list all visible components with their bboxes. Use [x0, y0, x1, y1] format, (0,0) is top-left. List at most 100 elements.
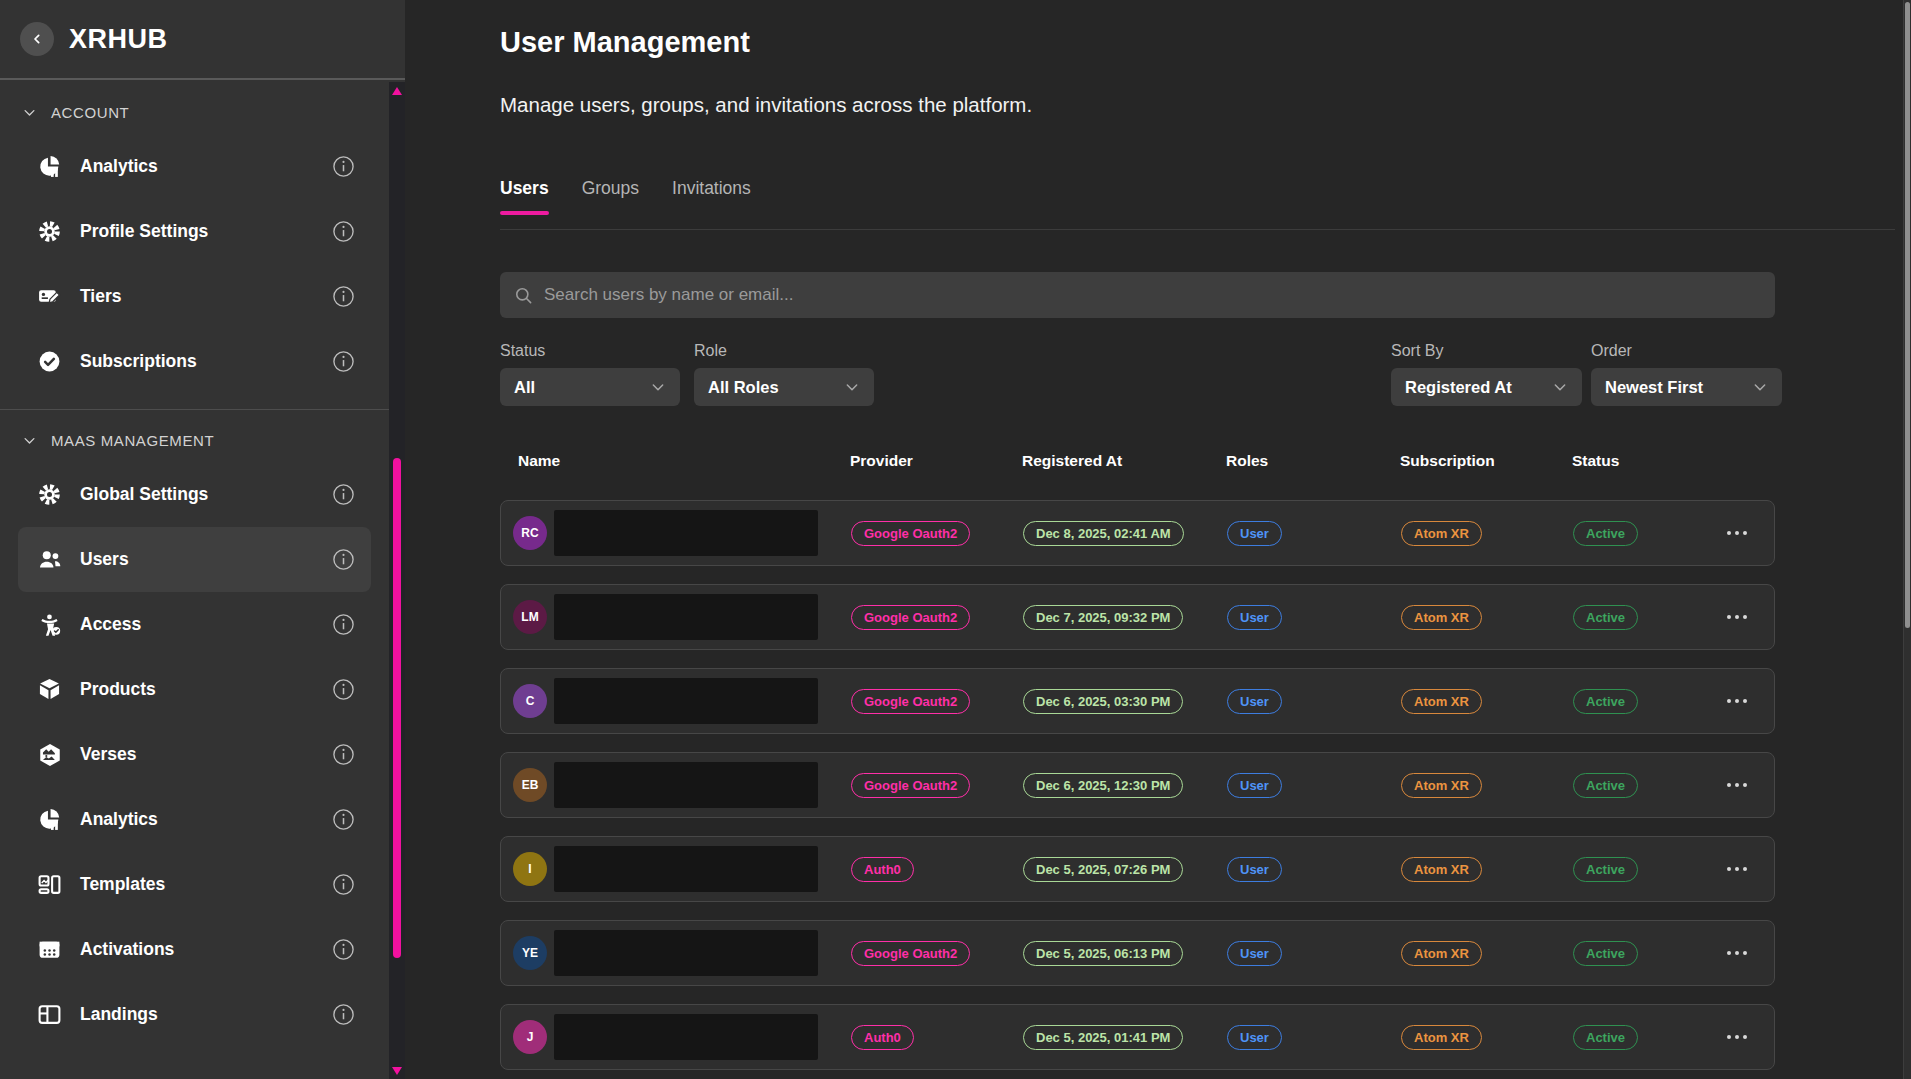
sidebar-scrollbar-thumb[interactable] [393, 458, 401, 958]
name-cell: RC [501, 510, 851, 556]
sort-by-dropdown[interactable]: Registered At [1391, 368, 1582, 406]
tab-bar: Users Groups Invitations [500, 178, 751, 215]
main-content: User Management Manage users, groups, an… [405, 0, 1911, 1079]
info-icon[interactable] [332, 613, 355, 636]
row-actions-ellipsis-icon[interactable] [1699, 1035, 1774, 1039]
chevron-down-icon [1552, 379, 1568, 395]
provider-badge: Google Oauth2 [851, 521, 970, 546]
sidebar-item-landings[interactable]: Landings [18, 982, 371, 1047]
column-header-name: Name [500, 452, 850, 470]
sidebar-scrollbar-track[interactable] [389, 82, 405, 1079]
sidebar-item-label: Subscriptions [80, 351, 197, 372]
name-cell: C [501, 678, 851, 724]
row-actions-ellipsis-icon[interactable] [1699, 531, 1774, 535]
status-badge: Active [1573, 773, 1638, 798]
main-scrollbar-track[interactable] [1903, 0, 1911, 1079]
search-input[interactable] [544, 285, 1694, 305]
column-header-provider: Provider [850, 452, 1022, 470]
section-maas-management[interactable]: MAAS MANAGEMENT [0, 418, 389, 462]
info-icon[interactable] [332, 743, 355, 766]
info-icon[interactable] [332, 808, 355, 831]
sidebar-item-label: Tiers [80, 286, 122, 307]
check-circle-icon [36, 348, 63, 375]
tab-groups[interactable]: Groups [582, 178, 639, 215]
templates-icon [36, 871, 63, 898]
filter-label: Sort By [1391, 342, 1582, 360]
info-icon[interactable] [332, 155, 355, 178]
subscription-badge: Atom XR [1401, 1025, 1482, 1050]
avatar: YE [513, 936, 547, 970]
main-scrollbar-thumb[interactable] [1905, 2, 1910, 628]
filter-status: Status All [500, 342, 680, 406]
gear-icon [36, 218, 63, 245]
info-icon[interactable] [332, 938, 355, 961]
info-icon[interactable] [332, 220, 355, 243]
avatar: J [513, 1020, 547, 1054]
sidebar-item-activations[interactable]: Activations [18, 917, 371, 982]
info-icon[interactable] [332, 350, 355, 373]
info-icon[interactable] [332, 1003, 355, 1026]
sidebar-item-subscriptions[interactable]: Subscriptions [18, 329, 371, 394]
sidebar-item-label: Analytics [80, 809, 158, 830]
row-actions-ellipsis-icon[interactable] [1699, 615, 1774, 619]
info-icon[interactable] [332, 483, 355, 506]
sidebar-item-analytics-2[interactable]: Analytics [18, 787, 371, 852]
info-icon[interactable] [332, 548, 355, 571]
role-badge: User [1227, 521, 1282, 546]
redacted-name [554, 1014, 818, 1060]
gear-icon [36, 481, 63, 508]
provider-badge: Google Oauth2 [851, 689, 970, 714]
sidebar-item-label: Verses [80, 744, 136, 765]
search-bar[interactable] [500, 272, 1775, 318]
sidebar-item-profile-settings[interactable]: Profile Settings [18, 199, 371, 264]
role-dropdown[interactable]: All Roles [694, 368, 874, 406]
column-header-status: Status [1572, 452, 1698, 470]
redacted-name [554, 762, 818, 808]
row-actions-ellipsis-icon[interactable] [1699, 699, 1774, 703]
sidebar-item-global-settings[interactable]: Global Settings [18, 462, 371, 527]
info-icon[interactable] [332, 678, 355, 701]
row-actions-ellipsis-icon[interactable] [1699, 867, 1774, 871]
sidebar-header: XRHUB [0, 0, 405, 80]
provider-badge: Google Oauth2 [851, 773, 970, 798]
people-icon [36, 546, 63, 573]
scroll-down-arrow-icon[interactable] [392, 1067, 402, 1075]
table-row: EB Google Oauth2 Dec 6, 2025, 12:30 PM U… [500, 752, 1775, 818]
row-actions-ellipsis-icon[interactable] [1699, 783, 1774, 787]
avatar: I [513, 852, 547, 886]
section-label: MAAS MANAGEMENT [51, 432, 214, 449]
table-row: LM Google Oauth2 Dec 7, 2025, 09:32 PM U… [500, 584, 1775, 650]
info-icon[interactable] [332, 285, 355, 308]
dropdown-value: Registered At [1405, 378, 1512, 397]
sidebar-item-templates[interactable]: Templates [18, 852, 371, 917]
sidebar-item-products[interactable]: Products [18, 657, 371, 722]
sidebar-item-label: Templates [80, 874, 165, 895]
table-row: I Auth0 Dec 5, 2025, 07:26 PM User Atom … [500, 836, 1775, 902]
section-account[interactable]: ACCOUNT [0, 90, 389, 134]
avatar: EB [513, 768, 547, 802]
status-dropdown[interactable]: All [500, 368, 680, 406]
filter-label: Order [1591, 342, 1782, 360]
scroll-up-arrow-icon[interactable] [392, 87, 402, 95]
filter-order: Order Newest First [1591, 342, 1782, 406]
subscription-badge: Atom XR [1401, 941, 1482, 966]
sidebar-item-analytics[interactable]: Analytics [18, 134, 371, 199]
role-badge: User [1227, 605, 1282, 630]
sidebar-item-users[interactable]: Users [18, 527, 371, 592]
role-badge: User [1227, 1025, 1282, 1050]
registered-at-badge: Dec 5, 2025, 06:13 PM [1023, 941, 1183, 966]
order-dropdown[interactable]: Newest First [1591, 368, 1782, 406]
sidebar-item-access[interactable]: Access [18, 592, 371, 657]
verse-hexagon-icon [36, 741, 63, 768]
tab-users[interactable]: Users [500, 178, 549, 215]
sidebar-item-tiers[interactable]: Tiers [18, 264, 371, 329]
status-badge: Active [1573, 1025, 1638, 1050]
status-badge: Active [1573, 605, 1638, 630]
row-actions-ellipsis-icon[interactable] [1699, 951, 1774, 955]
tab-invitations[interactable]: Invitations [672, 178, 751, 215]
info-icon[interactable] [332, 873, 355, 896]
calendar-dots-icon [36, 936, 63, 963]
collapse-sidebar-button[interactable] [20, 22, 54, 56]
card-pencil-icon [36, 283, 63, 310]
sidebar-item-verses[interactable]: Verses [18, 722, 371, 787]
